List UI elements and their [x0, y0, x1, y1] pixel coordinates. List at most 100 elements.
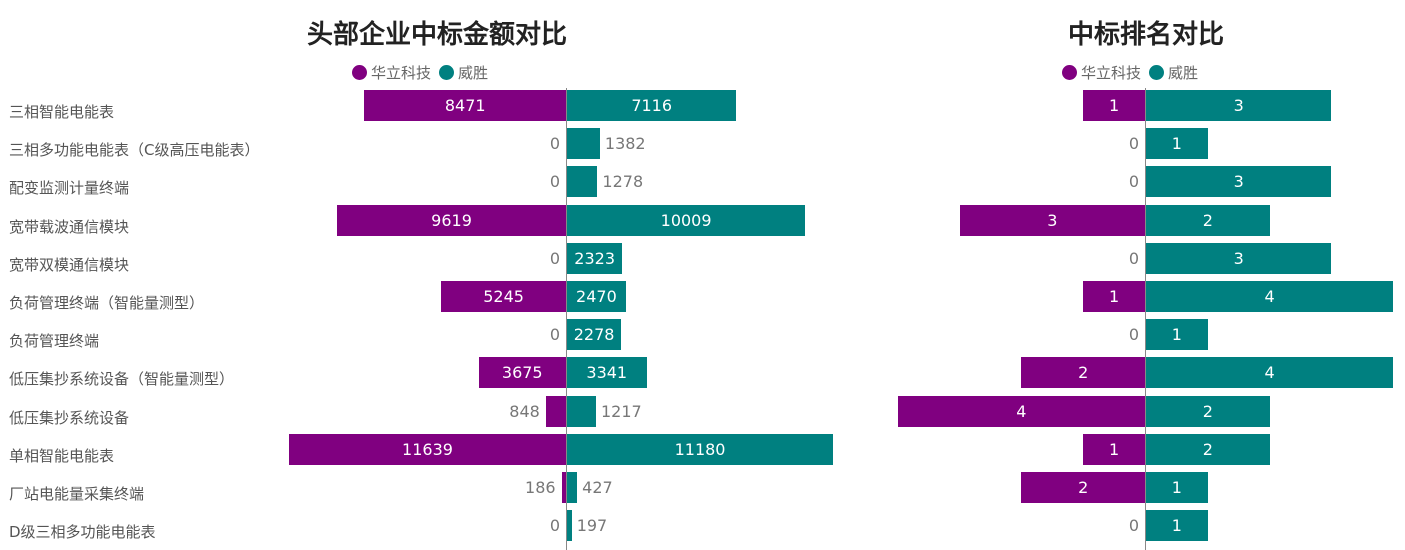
data-label: 197	[576, 516, 608, 536]
data-label: 5245	[483, 287, 524, 306]
data-label: 3	[1233, 96, 1244, 115]
category-label: 单相智能电能表	[9, 446, 115, 465]
weisheng-bar[interactable]	[567, 510, 572, 542]
weisheng-bar[interactable]	[567, 433, 834, 465]
legend-huali-swatch	[352, 65, 367, 80]
data-label: 3341	[586, 363, 628, 383]
weisheng-bar[interactable]	[567, 242, 623, 274]
huali-bar[interactable]	[364, 90, 566, 121]
data-label: 10009	[660, 210, 712, 230]
data-label: 848	[509, 401, 540, 421]
data-label: 2	[1078, 478, 1089, 497]
legend-huali-label[interactable]: 华立科技	[1081, 64, 1142, 82]
huali-bar[interactable]	[337, 204, 566, 236]
category-label: 低压集抄系统设备（智能量测型）	[9, 370, 235, 389]
legend-weisheng-swatch	[439, 65, 455, 80]
category-label: D级三相多功能电能表	[9, 523, 156, 542]
weisheng-bar[interactable]	[567, 395, 596, 427]
weisheng-bar[interactable]	[1146, 90, 1332, 121]
weisheng-bar[interactable]	[567, 204, 806, 236]
data-label: 11180	[674, 439, 726, 459]
data-label: 2470	[576, 287, 617, 306]
huali-bar[interactable]	[1021, 357, 1145, 389]
amount-legend: 华立科技 威胜	[352, 62, 488, 83]
data-label: 3675	[501, 363, 543, 383]
data-label: 2278	[573, 325, 615, 345]
weisheng-bar[interactable]	[567, 128, 600, 160]
category-label: 三相智能电能表	[9, 103, 115, 121]
weisheng-bar[interactable]	[567, 90, 737, 121]
huali-bar[interactable]	[478, 357, 566, 389]
weisheng-bar[interactable]	[567, 166, 598, 198]
weisheng-bar[interactable]	[1146, 433, 1270, 465]
data-label: 0	[549, 134, 560, 154]
weisheng-bar[interactable]	[1146, 472, 1208, 503]
weisheng-bar[interactable]	[1146, 281, 1394, 312]
data-label: 427	[582, 478, 613, 497]
data-label: 4	[1264, 363, 1275, 383]
category-label: 负荷管理终端	[9, 332, 100, 351]
legend-weisheng-label[interactable]: 威胜	[1168, 64, 1199, 82]
weisheng-bar[interactable]	[1146, 357, 1394, 389]
data-label: 0	[1128, 325, 1139, 345]
category-label: 负荷管理终端（智能量测型）	[9, 294, 205, 312]
amount-chart-title: 头部企业中标金额对比	[306, 20, 568, 50]
weisheng-bar[interactable]	[1146, 242, 1332, 274]
category-label: 低压集抄系统设备	[9, 408, 130, 427]
data-label: 3	[1047, 210, 1058, 230]
category-label: 配变监测计量终端	[9, 179, 130, 198]
data-label: 0	[1128, 134, 1139, 154]
huali-bar[interactable]	[959, 204, 1145, 236]
huali-bar[interactable]	[1083, 433, 1145, 465]
data-label: 11639	[402, 439, 453, 459]
huali-bar[interactable]	[441, 281, 566, 312]
weisheng-bar[interactable]	[1146, 128, 1208, 160]
data-label: 1	[1171, 516, 1182, 536]
data-label: 9619	[431, 210, 472, 230]
huali-bar[interactable]	[561, 472, 566, 503]
data-label: 0	[549, 325, 560, 345]
data-label: 2	[1202, 210, 1213, 230]
data-label: 0	[549, 248, 560, 268]
category-label: 宽带载波通信模块	[9, 217, 130, 236]
center-axis	[1145, 88, 1146, 550]
rank-legend: 华立科技 威胜	[1062, 62, 1198, 83]
weisheng-bar[interactable]	[1146, 204, 1270, 236]
data-label: 1278	[602, 172, 644, 192]
huali-bar[interactable]	[545, 395, 566, 427]
weisheng-bar[interactable]	[567, 319, 622, 351]
data-label: 4	[1016, 401, 1027, 421]
data-label: 7116	[631, 96, 673, 115]
weisheng-bar[interactable]	[567, 281, 626, 312]
category-label: 厂站电能量采集终端	[9, 485, 145, 503]
weisheng-bar[interactable]	[567, 357, 647, 389]
weisheng-bar[interactable]	[567, 472, 578, 503]
huali-bar[interactable]	[289, 433, 566, 465]
data-label: 1	[1108, 96, 1120, 115]
weisheng-bar[interactable]	[1146, 319, 1208, 351]
data-label: 8471	[444, 96, 486, 115]
category-label: 宽带双模通信模块	[9, 255, 130, 274]
data-label: 1	[1108, 287, 1120, 306]
data-label: 1	[1108, 439, 1120, 459]
data-label: 2323	[574, 248, 615, 268]
data-label: 0	[1128, 516, 1139, 536]
data-label: 3	[1233, 248, 1244, 268]
data-label: 1	[1171, 325, 1182, 345]
data-label: 1	[1171, 134, 1182, 154]
rank-chart-title: 中标排名对比	[1067, 20, 1225, 50]
huali-bar[interactable]	[1083, 90, 1145, 121]
huali-bar[interactable]	[1021, 472, 1145, 503]
data-label: 1217	[600, 401, 642, 421]
weisheng-bar[interactable]	[1146, 510, 1208, 542]
huali-bar[interactable]	[897, 395, 1145, 427]
data-label: 1	[1171, 478, 1182, 497]
data-label: 3	[1233, 172, 1244, 192]
weisheng-bar[interactable]	[1146, 395, 1270, 427]
legend-weisheng-label[interactable]: 威胜	[458, 64, 489, 82]
data-label: 186	[525, 478, 556, 497]
legend-huali-label[interactable]: 华立科技	[371, 64, 432, 82]
category-label: 三相多功能电能表（C级高压电能表）	[9, 141, 260, 160]
huali-bar[interactable]	[1083, 281, 1145, 312]
weisheng-bar[interactable]	[1146, 166, 1332, 198]
